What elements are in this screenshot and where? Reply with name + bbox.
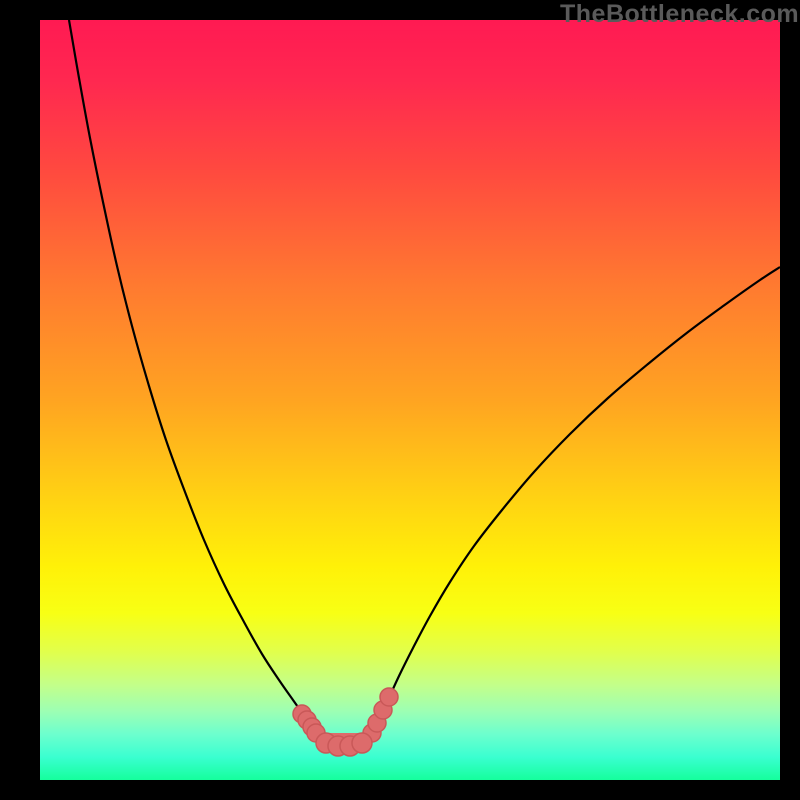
plot-area xyxy=(40,20,780,780)
watermark: TheBottleneck.com xyxy=(560,0,799,29)
marker-right xyxy=(380,688,398,706)
bottleneck-curve xyxy=(69,20,780,747)
marker-trough xyxy=(352,733,372,753)
chart-frame: TheBottleneck.com xyxy=(0,0,800,800)
curve-layer xyxy=(40,20,780,780)
